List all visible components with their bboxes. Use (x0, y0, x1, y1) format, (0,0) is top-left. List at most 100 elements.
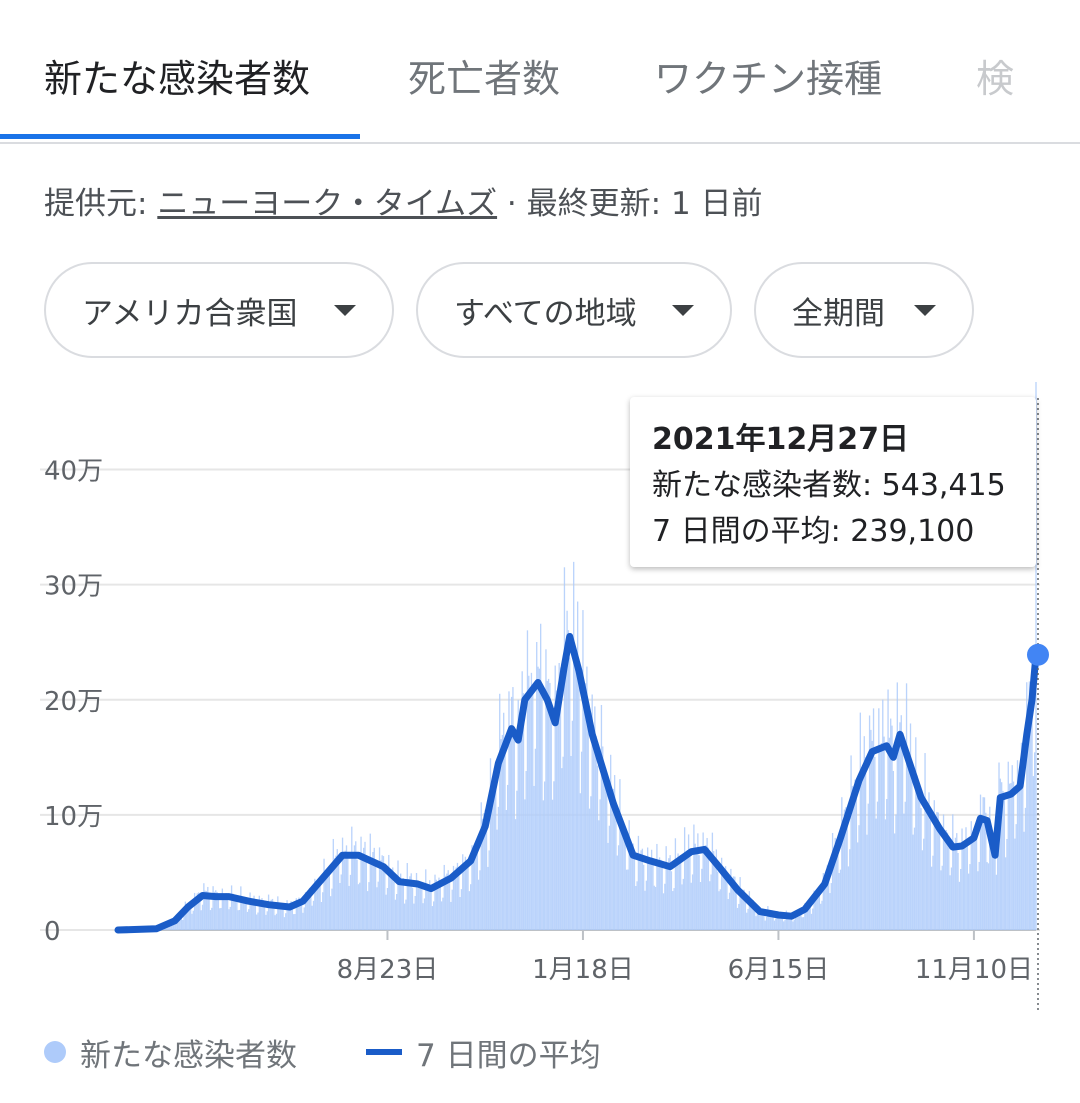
daily-case-bar (471, 845, 473, 930)
daily-case-bar (801, 917, 803, 930)
daily-case-bar (285, 913, 287, 930)
legend-cases-swatch (44, 1041, 66, 1063)
daily-case-bar (940, 870, 942, 930)
daily-case-bar (343, 854, 345, 930)
daily-case-bar (890, 718, 892, 930)
daily-case-bar (287, 907, 290, 930)
legend-average-label: 7 日間の平均 (416, 1038, 601, 1074)
daily-case-bar (723, 870, 725, 930)
cases-chart[interactable]: 0 10万 20万 30万 40万 8月23日 1月18日 6月15日 11月10日 (0, 380, 1080, 1020)
daily-case-bar (533, 785, 535, 930)
average-line-path (114, 633, 1040, 934)
daily-case-bar (879, 745, 881, 930)
daily-case-bar (504, 749, 506, 930)
daily-case-bar (717, 871, 719, 930)
daily-case-bar (986, 862, 988, 930)
y-tick-label: 40万 (44, 457, 103, 487)
daily-case-bar (830, 883, 832, 930)
daily-case-bar (353, 845, 356, 930)
daily-case-bar (361, 857, 364, 930)
daily-case-bar (380, 860, 382, 930)
tab-deaths[interactable]: 死亡者数 (408, 57, 561, 101)
daily-case-bar (973, 828, 975, 930)
daily-case-bar (1028, 681, 1031, 930)
daily-case-bar (909, 723, 912, 930)
daily-case-bar (422, 903, 424, 930)
daily-case-bar (669, 855, 671, 930)
daily-case-bar (604, 767, 607, 930)
daily-case-bar (505, 810, 507, 930)
daily-case-bar (323, 858, 325, 930)
daily-case-bar (179, 911, 181, 930)
tooltip-cases: 新たな感染者数: 543,415 (652, 468, 1006, 503)
daily-case-bar (892, 770, 895, 930)
daily-case-bar (964, 844, 966, 930)
daily-case-bar (333, 858, 336, 930)
region-filter[interactable]: すべての地域 (416, 262, 732, 358)
daily-case-bar (683, 827, 686, 930)
daily-case-bar (822, 872, 825, 930)
daily-case-bar (546, 680, 548, 930)
daily-case-bar (450, 901, 452, 930)
daily-case-bar (476, 853, 478, 930)
daily-case-bar (384, 872, 386, 930)
source-link[interactable]: ニューヨーク・タイムズ (157, 186, 498, 222)
daily-case-bar (903, 813, 905, 930)
daily-case-bar (771, 910, 773, 930)
daily-cases-bars (118, 382, 1037, 930)
daily-case-bar (472, 851, 474, 930)
daily-case-bar (497, 806, 500, 930)
period-filter[interactable]: 全期間 (754, 262, 974, 358)
daily-case-bar (273, 904, 275, 930)
daily-case-bar (882, 699, 884, 930)
daily-case-bar (212, 886, 214, 930)
daily-case-bar (444, 875, 447, 930)
daily-case-bar (226, 897, 229, 930)
country-filter[interactable]: アメリカ合衆国 (44, 262, 394, 358)
daily-case-bar (550, 712, 552, 930)
daily-case-bar (711, 832, 714, 930)
daily-case-bar (639, 856, 641, 930)
daily-case-bar (390, 869, 393, 930)
daily-case-bar (974, 829, 976, 930)
daily-case-bar (393, 881, 395, 930)
daily-case-bar (751, 899, 753, 930)
daily-case-bar (406, 863, 408, 930)
daily-case-bar (617, 845, 620, 930)
daily-case-bar (781, 915, 784, 930)
daily-case-bar (464, 856, 467, 930)
daily-case-bar (392, 867, 394, 930)
daily-case-bar (664, 883, 666, 930)
tab-new-cases[interactable]: 新たな感染者数 (44, 57, 311, 101)
daily-case-bar (447, 870, 449, 930)
daily-case-bar (907, 753, 909, 930)
daily-case-bar (566, 610, 568, 930)
daily-case-bar (987, 863, 990, 930)
daily-case-bar (274, 915, 276, 930)
daily-case-bar (351, 826, 353, 930)
daily-case-bar (443, 864, 445, 930)
daily-case-bar (291, 903, 294, 930)
daily-case-bar (989, 806, 991, 930)
daily-case-bar (281, 903, 283, 930)
daily-case-bar (674, 838, 677, 930)
daily-case-bar (1003, 797, 1005, 930)
daily-case-bar (225, 893, 227, 930)
daily-case-bar (859, 712, 861, 930)
daily-case-bar (269, 903, 271, 930)
daily-case-bar (415, 872, 418, 930)
daily-case-bar (1006, 839, 1008, 930)
tab-testing[interactable]: 検 (976, 57, 1015, 101)
daily-case-bar (240, 886, 242, 930)
daily-case-bar (329, 896, 332, 930)
daily-case-bar (927, 803, 929, 930)
tab-vaccinations[interactable]: ワクチン接種 (654, 57, 883, 101)
daily-case-bar (543, 781, 546, 930)
daily-case-bar (805, 907, 807, 930)
daily-case-bar (880, 743, 883, 930)
daily-case-bar (837, 846, 839, 930)
daily-case-bar (632, 843, 634, 930)
daily-case-bar (335, 855, 337, 930)
daily-case-bar (709, 881, 711, 930)
daily-case-bar (829, 893, 831, 930)
